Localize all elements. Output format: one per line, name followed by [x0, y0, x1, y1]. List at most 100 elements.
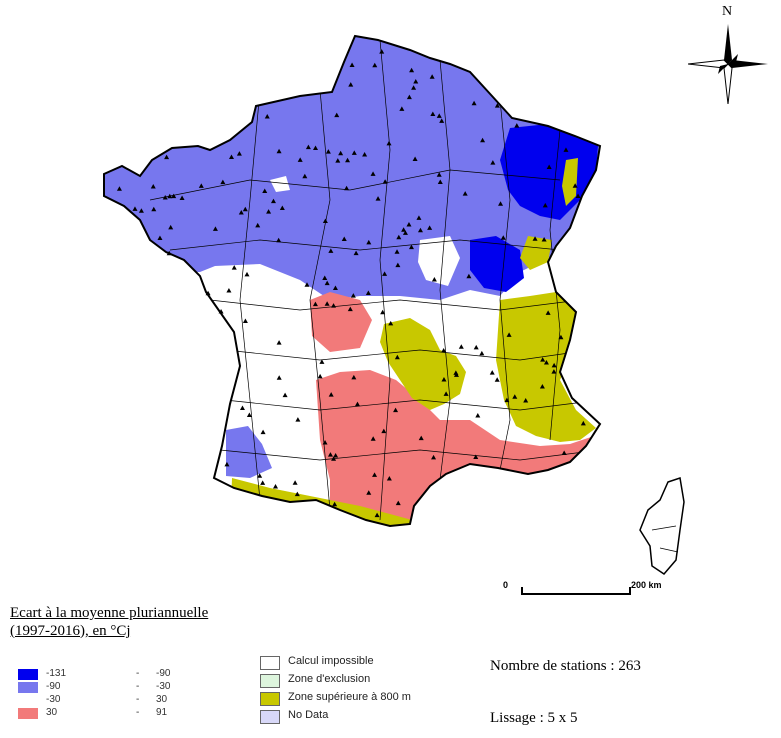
station-marker-icon [370, 171, 376, 176]
zone-legend-row: Zone d'exclusion [260, 672, 460, 690]
patch-white-normandy [270, 176, 290, 192]
smoothing-value: Lissage : 5 x 5 [490, 710, 578, 726]
zone-vosges [562, 158, 578, 206]
station-marker-icon [295, 417, 301, 422]
station-marker-icon [116, 186, 122, 191]
station-marker-icon [294, 491, 300, 497]
station-marker-icon [324, 301, 330, 306]
station-marker-icon [380, 309, 386, 315]
station-marker-icon [436, 172, 442, 177]
station-marker-icon [150, 184, 156, 189]
station-marker-icon [453, 370, 459, 375]
station-marker-icon [572, 183, 578, 188]
station-marker-icon [370, 436, 376, 441]
station-markers [116, 49, 586, 518]
legend-max: 91 [156, 707, 168, 718]
station-marker-icon [489, 370, 495, 375]
station-marker-icon [532, 236, 538, 241]
station-marker-icon [394, 249, 400, 254]
station-marker-icon [297, 157, 303, 162]
station-marker-icon [512, 394, 518, 399]
station-marker-icon [273, 484, 279, 489]
station-marker-icon [198, 183, 204, 188]
station-marker-icon [338, 150, 344, 156]
station-marker-icon [270, 198, 276, 204]
station-marker-icon [162, 195, 168, 200]
station-marker-icon [462, 191, 468, 196]
station-marker-icon [328, 392, 334, 397]
station-marker-icon [473, 344, 479, 350]
station-marker-icon [506, 332, 512, 337]
station-marker-icon [575, 193, 581, 198]
legend-swatch [18, 708, 38, 719]
department-borders [149, 39, 600, 521]
station-marker-icon [395, 262, 401, 268]
station-marker-icon [539, 383, 545, 389]
station-marker-icon [402, 230, 408, 235]
legend-max: -90 [156, 668, 171, 679]
station-marker-icon [408, 244, 414, 250]
station-marker-icon [431, 454, 437, 460]
station-marker-icon [349, 62, 355, 67]
zone-legend-row: No Data [260, 708, 460, 726]
station-marker-icon [332, 285, 338, 290]
legend-separator: - [136, 694, 140, 705]
station-marker-icon [543, 360, 549, 365]
scale-start-label: 0 [503, 580, 509, 590]
station-marker-icon [439, 118, 445, 123]
scale-tick-end [629, 587, 631, 595]
class-legend: -131 - -90 -90 - -30 -30 - 30 30 - 91 [18, 668, 218, 720]
station-marker-icon [480, 137, 486, 143]
station-marker-icon [443, 391, 449, 396]
zone-swatch [260, 674, 280, 688]
station-marker-icon [239, 405, 245, 410]
title-line-2: (1997-2016), en °Cj [10, 623, 131, 639]
station-marker-icon [372, 62, 378, 68]
station-marker-icon [322, 275, 328, 280]
station-marker-icon [325, 149, 331, 154]
legend-max: -30 [156, 681, 171, 692]
station-marker-icon [220, 179, 226, 185]
station-marker-icon [466, 273, 472, 279]
station-marker-icon [540, 357, 546, 362]
station-marker-icon [246, 412, 252, 418]
station-marker-icon [348, 82, 354, 87]
station-marker-icon [276, 340, 282, 345]
station-marker-icon [351, 374, 357, 380]
station-marker-icon [166, 250, 172, 256]
corsica-borders [651, 525, 679, 553]
station-marker-icon [542, 202, 548, 208]
zone-legend: Calcul impossible Zone d'exclusion Zone … [260, 654, 460, 726]
legend-max: 30 [156, 694, 168, 705]
station-marker-icon [266, 209, 272, 214]
station-marker-icon [431, 276, 437, 282]
station-marker-icon [514, 123, 520, 128]
station-marker-icon [409, 67, 415, 73]
station-marker-icon [317, 373, 323, 379]
station-marker-icon [401, 227, 407, 232]
region-blue-southwest [226, 426, 272, 478]
station-marker-icon [276, 148, 282, 154]
station-marker-icon [333, 453, 339, 458]
legend-row: -131 - -90 [18, 668, 218, 681]
station-marker-icon [523, 397, 529, 403]
station-marker-icon [475, 413, 481, 418]
station-marker-icon [264, 113, 270, 119]
legend-separator: - [136, 707, 140, 718]
title-line-1: Ecart à la moyenne pluriannuelle [10, 605, 209, 621]
legend-separator: - [136, 668, 140, 679]
station-marker-icon [324, 280, 330, 286]
station-marker-icon [257, 473, 263, 478]
station-count: Nombre de stations : 263 [490, 658, 641, 674]
north-arrow: N [687, 4, 768, 105]
station-marker-icon [138, 208, 144, 213]
station-marker-icon [541, 237, 547, 242]
station-marker-icon [494, 103, 500, 108]
station-marker-icon [171, 193, 177, 199]
zone-swatch [260, 656, 280, 670]
station-marker-icon [504, 397, 510, 403]
station-marker-icon [382, 271, 388, 276]
station-marker-icon [362, 152, 368, 157]
station-marker-icon [353, 250, 359, 256]
map-title: Ecart à la moyenne pluriannuelle (1997-2… [10, 604, 208, 640]
